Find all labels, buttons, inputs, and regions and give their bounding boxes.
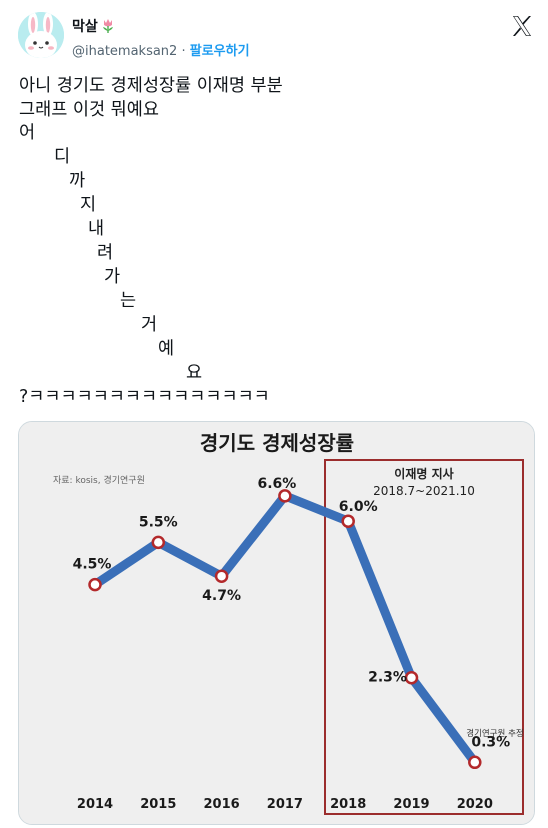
follow-button[interactable]: 팔로우하기 <box>189 44 250 59</box>
tweet-line: 요 <box>186 363 203 383</box>
tweet-line: 려 <box>97 243 114 263</box>
data-point <box>278 489 292 503</box>
tweet-line: 까 <box>69 171 86 191</box>
data-point <box>214 569 229 583</box>
tweet-header: 막살 @ihatemaksan2 · 팔로우하기 <box>16 12 536 62</box>
x-tick-label: 2015 <box>140 797 176 812</box>
estimate-annotation: 경기연구원 추정 <box>466 728 523 739</box>
data-label: 0.3% <box>471 734 510 750</box>
highlight-box-label: 이재명 지사 <box>394 466 453 481</box>
tweet-line: 는 <box>120 291 137 311</box>
user-names: 막살 @ihatemaksan2 · 팔로우하기 <box>72 16 250 59</box>
tweet-line: 가 <box>104 267 121 287</box>
x-tick-label: 2020 <box>457 797 493 812</box>
data-label: 6.0% <box>339 499 378 515</box>
data-label: 6.6% <box>257 476 296 492</box>
tweet-line: 내 <box>88 219 105 239</box>
bunny-avatar-icon <box>18 12 64 58</box>
data-point <box>151 535 166 550</box>
x-tick-label: 2014 <box>77 797 113 812</box>
data-label: 5.5% <box>139 514 178 530</box>
data-point <box>468 755 482 770</box>
x-tick-label: 2016 <box>204 797 240 812</box>
tweet-line: 디 <box>54 147 71 167</box>
x-tick-label: 2019 <box>393 797 429 812</box>
tulip-icon <box>102 19 113 33</box>
avatar[interactable] <box>18 12 64 58</box>
data-label: 4.5% <box>73 557 112 573</box>
tweet-line: 아니 경기도 경제성장률 이재명 부분 <box>19 76 283 96</box>
handle-row: @ihatemaksan2 · 팔로우하기 <box>72 40 250 59</box>
separator: · <box>181 44 186 59</box>
tweet-line: ?ㅋㅋㅋㅋㅋㅋㅋㅋㅋㅋㅋㅋㅋㅋㅋ <box>19 387 270 407</box>
x-tick-label: 2018 <box>330 797 366 812</box>
x-tick-label: 2017 <box>267 797 303 812</box>
tweet-line: 어 <box>19 123 36 143</box>
tweet-line: 그래프 이것 뭐예요 <box>19 100 159 120</box>
data-label: 4.7% <box>202 588 241 604</box>
data-label: 2.3% <box>368 670 407 686</box>
highlight-box <box>324 459 524 815</box>
data-point <box>404 670 419 685</box>
tweet-line: 거 <box>141 315 158 335</box>
highlight-box-sublabel: 2018.7~2021.10 <box>373 484 475 498</box>
tweet-image[interactable]: 경기도 경제성장률 자료: kosis, 경기연구원 이재명 지사 2018.7… <box>18 421 535 825</box>
chart-title: 경기도 경제성장률 <box>200 431 354 455</box>
user-handle[interactable]: @ihatemaksan2 <box>72 44 178 59</box>
x-logo-icon[interactable] <box>510 14 534 38</box>
tweet-line: 예 <box>158 339 175 359</box>
growth-rate-chart: 경기도 경제성장률 자료: kosis, 경기연구원 이재명 지사 2018.7… <box>19 422 534 824</box>
data-point <box>88 577 102 592</box>
data-point <box>341 514 355 528</box>
chart-source: 자료: kosis, 경기연구원 <box>53 474 145 486</box>
tweet-line: 지 <box>80 195 97 215</box>
display-name-text: 막살 <box>72 19 98 35</box>
display-name[interactable]: 막살 <box>72 16 115 36</box>
